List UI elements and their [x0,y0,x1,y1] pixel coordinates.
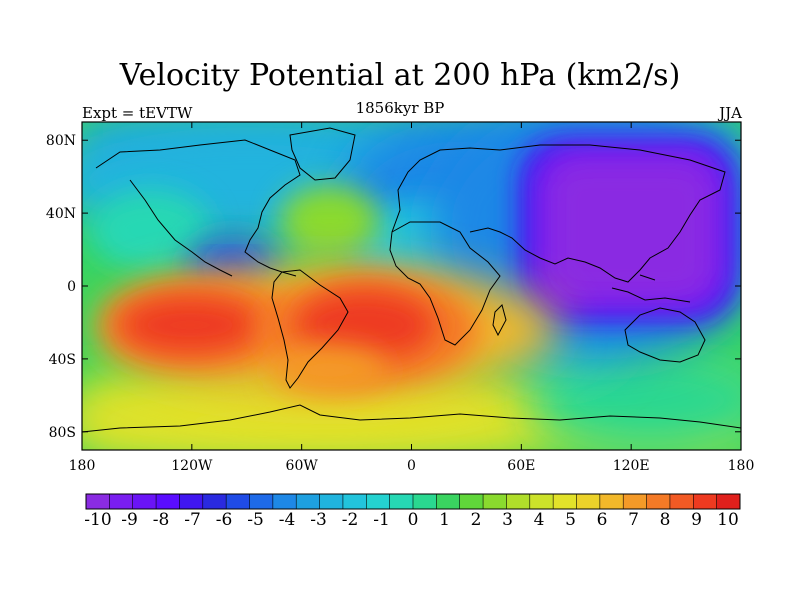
x-tick-label: 60E [507,458,535,474]
x-tick-label: 180 [69,458,96,474]
x-tick-label: 180 [728,458,755,474]
colorbar-swatch [599,494,624,509]
colorbar-swatch [506,494,531,509]
axes: 80N 40N 0 40S 80S 180 120W 60W 0 60E 120E 180 [46,122,754,474]
colorbar-swatch [86,494,110,509]
colorbar-label: 7 [628,510,639,530]
colorbar-swatch [623,494,647,509]
colorbar-swatch [156,494,180,509]
colorbar-swatch [483,494,507,509]
colorbar-swatch [179,494,204,509]
colorbar-swatch [413,494,437,509]
colorbar-swatch [366,494,390,509]
colorbar-swatch [716,494,741,509]
chart-title: Velocity Potential at 200 hPa (km2/s) [119,58,681,93]
colorbar-label: 3 [502,510,513,530]
colorbar-label: 0 [408,510,419,530]
y-tick-label: 80N [46,133,76,149]
colorbar-label: -2 [342,510,359,530]
colorbar-frame [85,493,741,510]
colorbar-swatch [132,494,157,509]
x-tick-label: 120E [613,458,650,474]
south-america-coast [271,269,349,389]
madagascar-coast [492,304,507,337]
australia-coast [624,307,706,363]
y-tick-label: 0 [67,279,76,295]
colorbar-swatch [109,494,134,509]
season-label: JJA [719,104,742,122]
colorbar: -10 -9 -8 -7 -6 -5 -4 -3 -2 -1 0 1 2 3 4 5 6 7 8 9 10 [84,493,741,530]
x-tick-label: 0 [407,458,416,474]
y-tick-label: 40S [49,352,76,368]
experiment-label: Expt = tEVTW [82,104,193,122]
colorbar-swatch [342,494,367,509]
colorbar-label: -5 [247,510,264,530]
coastlines [82,127,741,433]
colorbar-swatch [646,494,671,509]
y-tick-label: 80S [49,425,76,441]
colorbar-label: -6 [216,510,233,530]
colorbar-swatch [553,494,577,509]
colorbar-label: 1 [439,510,450,530]
period-label: 1856kyr BP [355,99,445,117]
x-tick-label: 120W [171,458,213,474]
greenland-coast [289,127,356,181]
y-tick-label: 40N [46,206,76,222]
colorbar-swatch [272,494,297,509]
x-tick-label: 60W [286,458,319,474]
colorbar-swatch [226,494,250,509]
maritime-continent-coast [611,274,691,303]
colorbar-swatch [459,494,484,509]
colorbar-swatch [436,494,461,509]
europe-coast [391,147,501,233]
africa-coast [389,221,501,346]
colorbar-label: -10 [84,510,111,530]
velocity-potential-field [82,122,741,450]
antarctica-coast [82,404,741,433]
colorbar-label: -7 [184,510,201,530]
colorbar-swatch [249,494,274,509]
colorbar-label: 4 [534,510,545,530]
colorbar-swatch [529,494,554,509]
colorbar-swatch [576,494,601,509]
colorbar-swatch [669,494,694,509]
colorbar-label: 2 [471,510,482,530]
colorbar-label: 6 [597,510,608,530]
colorbar-label: 9 [691,510,702,530]
colorbar-label: 5 [565,510,576,530]
colorbar-label: -3 [310,510,327,530]
colorbar-swatch [389,494,414,509]
asia-coast [469,144,726,283]
colorbar-swatch [202,494,227,509]
colorbar-label: 8 [660,510,671,530]
north-america-coast [95,139,301,277]
colorbar-swatch [693,494,717,509]
colorbar-swatch [319,494,344,509]
colorbar-label: -9 [121,510,138,530]
colorbar-label: -8 [153,510,170,530]
colorbar-swatch [296,494,320,509]
colorbar-label: 10 [717,510,739,530]
colorbar-label: -1 [373,510,390,530]
colorbar-label: -4 [279,510,296,530]
